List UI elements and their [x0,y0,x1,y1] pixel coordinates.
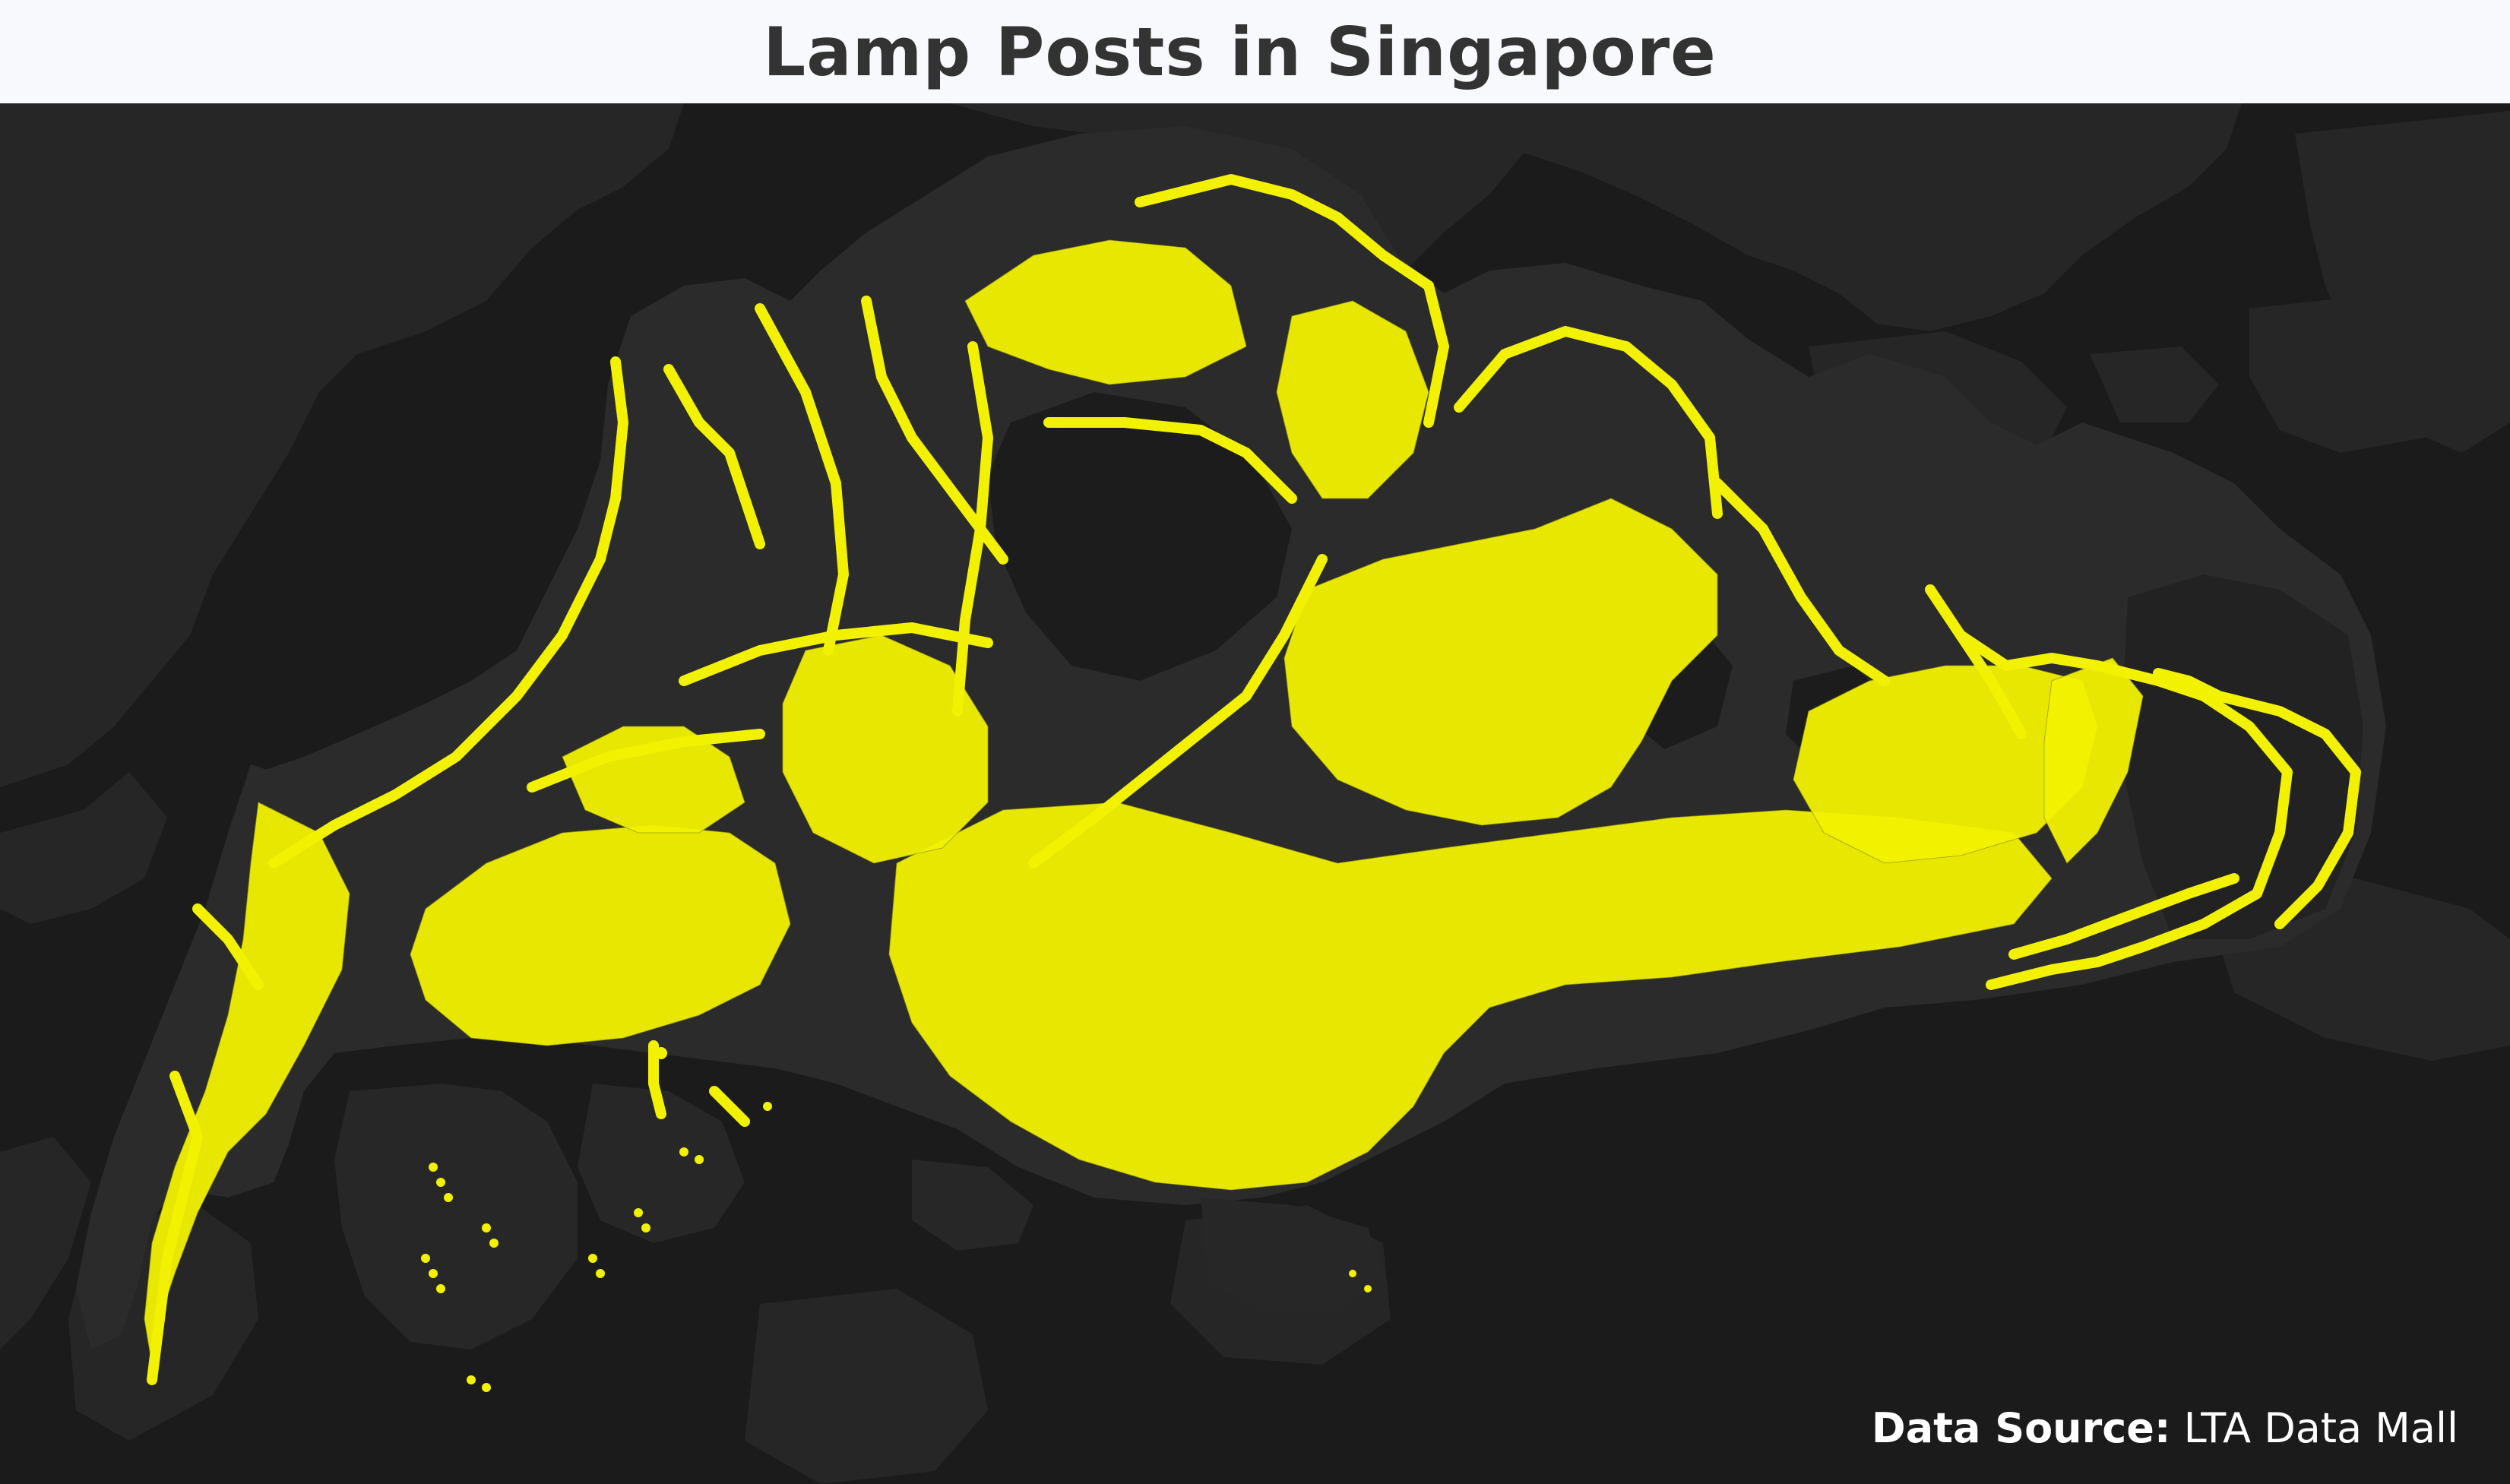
map-svg [0,103,2510,1484]
map-title: Lamp Posts in Singapore [763,12,1717,91]
title-bar: Lamp Posts in Singapore [0,0,2510,103]
lamp-cluster-north [1276,300,1429,499]
changi-airport [2120,574,2363,939]
lamp-cluster-west [410,824,791,1046]
lamp-post-roads [147,174,2361,1385]
southern-islands [334,1084,1383,1350]
lamp-cluster-south-central [888,802,2053,1191]
surrounding-land [0,103,2510,1484]
lamp-cluster-north-east [1283,498,1718,826]
lamp-post-points [144,239,2144,1365]
island-lamp-points [421,1047,1372,1392]
data-source-credit: Data Source: LTA Data Mall [1872,1404,2458,1452]
data-source-value: LTA Data Mall [2183,1404,2458,1452]
map-canvas[interactable]: Data Source: LTA Data Mall [0,103,2510,1484]
lamp-cluster-middle [782,634,989,864]
data-source-label: Data Source: [1871,1404,2171,1452]
lamp-cluster-woodlands [964,239,1247,385]
